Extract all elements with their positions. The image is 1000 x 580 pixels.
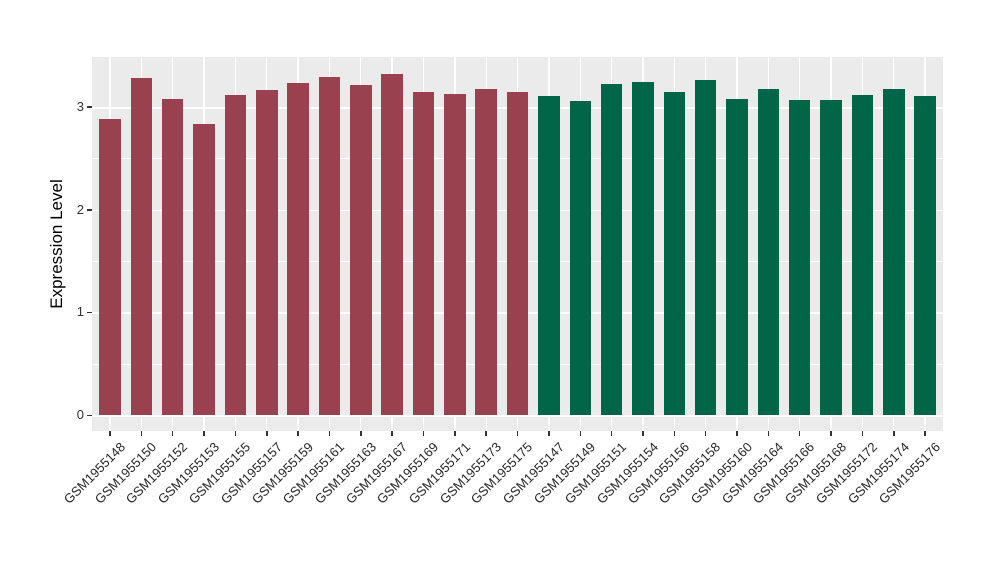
y-tick-mark	[86, 414, 92, 416]
x-tick-mark	[422, 431, 425, 436]
x-tick-mark	[328, 431, 331, 436]
x-tick-mark	[234, 431, 237, 436]
bar-GSM1955164	[757, 88, 780, 415]
bar-GSM1955158	[694, 80, 717, 415]
bar-GSM1955169	[412, 91, 435, 415]
y-axis-title: Expression Level	[47, 179, 66, 309]
bar-GSM1955147	[538, 95, 560, 415]
x-tick-mark	[454, 431, 456, 436]
bar-GSM1955167	[381, 74, 403, 415]
y-tick-label: 1	[76, 304, 84, 320]
gridline-major	[92, 415, 943, 417]
x-tick-mark	[736, 431, 738, 436]
y-tick-label: 3	[76, 98, 84, 114]
x-tick-mark	[360, 431, 362, 436]
x-tick-mark	[391, 431, 393, 436]
bar-GSM1955151	[600, 84, 623, 415]
x-tick-mark	[171, 431, 174, 436]
x-tick-mark	[610, 431, 613, 436]
x-tick-mark	[548, 431, 550, 436]
bar-GSM1955160	[726, 98, 748, 415]
y-tick-label: 0	[76, 407, 84, 422]
x-tick-mark	[673, 431, 676, 436]
x-tick-mark	[266, 431, 268, 436]
bar-GSM1955154	[632, 82, 654, 415]
x-tick-mark	[516, 431, 519, 436]
x-tick-mark	[642, 431, 644, 436]
bar-GSM1955173	[475, 88, 497, 415]
bar-GSM1955172	[851, 94, 874, 415]
x-tick-mark	[830, 431, 832, 436]
bar-GSM1955163	[350, 85, 372, 415]
y-tick-mark	[86, 311, 92, 314]
x-tick-mark	[485, 431, 487, 436]
bar-GSM1955174	[883, 88, 905, 415]
bar-GSM1955156	[663, 91, 686, 415]
bar-GSM1955152	[161, 98, 184, 415]
x-tick-mark	[924, 431, 926, 436]
x-tick-mark	[704, 431, 707, 436]
x-tick-mark	[893, 431, 895, 436]
bar-GSM1955148	[99, 119, 121, 415]
x-tick-mark	[798, 431, 801, 436]
x-tick-mark	[297, 431, 299, 436]
x-tick-mark	[140, 431, 143, 436]
y-tick-label: 2	[76, 201, 84, 217]
bar-GSM1955175	[506, 91, 529, 415]
bar-GSM1955176	[914, 95, 936, 415]
bar-GSM1955166	[788, 99, 811, 415]
x-tick-mark	[109, 431, 111, 436]
bar-GSM1955171	[444, 93, 466, 415]
bar-GSM1955168	[820, 99, 842, 415]
x-tick-mark	[203, 431, 205, 436]
bar-GSM1955159	[287, 83, 309, 415]
plot-panel	[92, 57, 943, 431]
x-tick-mark	[579, 431, 581, 436]
bar-GSM1955149	[569, 100, 591, 415]
bar-GSM1955150	[130, 78, 153, 415]
x-tick-mark	[861, 431, 864, 436]
y-tick-mark	[86, 106, 92, 108]
y-tick-mark	[86, 209, 92, 211]
bar-GSM1955153	[193, 124, 215, 415]
bar-GSM1955157	[256, 89, 278, 415]
x-tick-mark	[767, 431, 770, 436]
bar-GSM1955161	[318, 77, 341, 415]
bar-GSM1955155	[224, 94, 247, 415]
